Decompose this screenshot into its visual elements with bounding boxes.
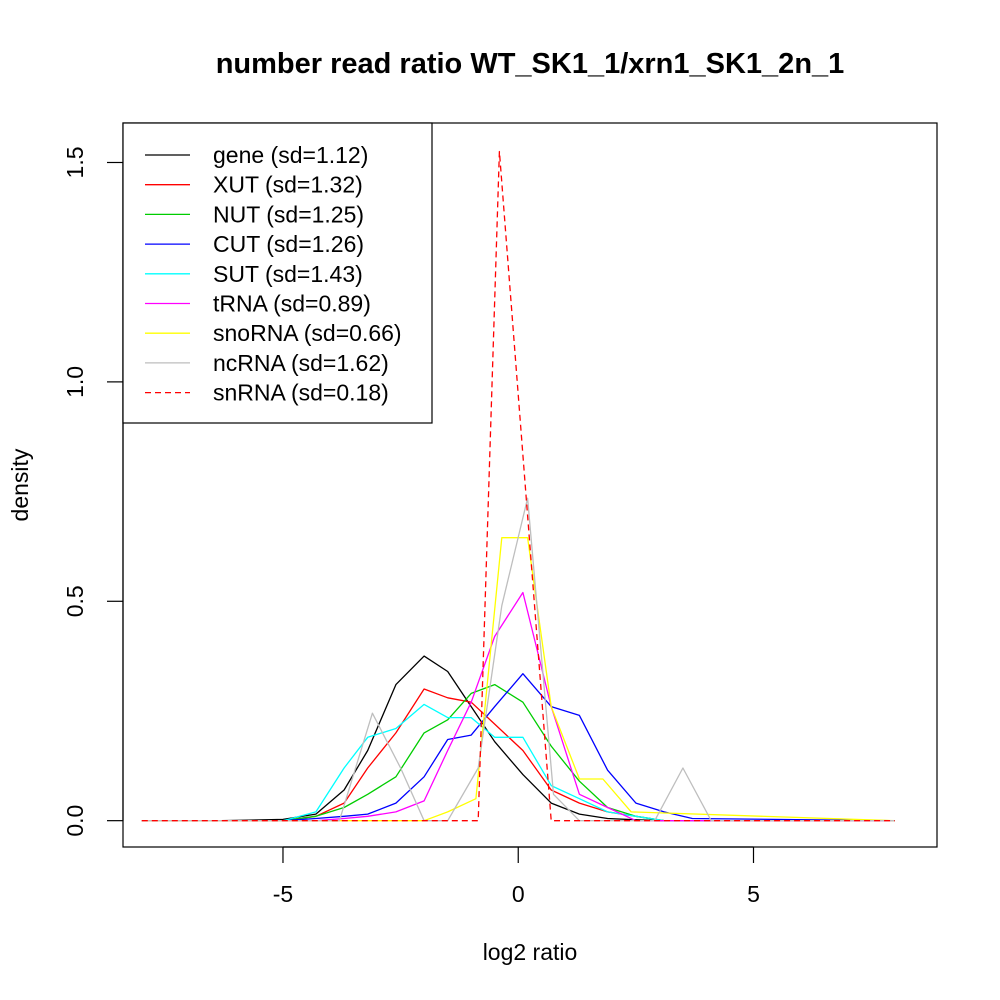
series-line-5 [141,591,895,822]
series-layer [141,150,895,822]
legend-label-6: snoRNA (sd=0.66) [213,320,402,346]
legend-label-2: NUT (sd=1.25) [213,201,364,227]
legend-label-1: XUT (sd=1.32) [213,172,363,198]
y-tick-label: 1.5 [62,146,88,178]
x-tick-label: -5 [273,881,293,907]
legend-box [122,122,433,424]
y-tick-label: 1.0 [62,366,88,398]
series-line-2 [141,683,895,822]
y-axis: 0.0 0.5 1.0 1.5 [62,146,124,837]
legend-label-5: tRNA (sd=0.89) [213,291,371,317]
x-axis: -5 0 5 [273,846,760,907]
series-line-0 [141,655,895,822]
legend-label-4: SUT (sd=1.43) [213,261,363,287]
series-line-6 [141,537,895,822]
x-tick-label: 0 [512,881,525,907]
series-line-4 [141,703,895,822]
legend: gene (sd=1.12) XUT (sd=1.32) NUT (sd=1.25)… [122,122,433,424]
legend-label-0: gene (sd=1.12) [213,142,368,168]
series-line-8 [141,150,895,822]
series-line-3 [141,673,895,822]
x-axis-label: log2 ratio [483,939,578,965]
y-tick-label: 0.0 [62,805,88,837]
legend-label-7: ncRNA (sd=1.62) [213,350,389,376]
series-line-1 [141,688,895,822]
y-tick-label: 0.5 [62,585,88,617]
chart-title: number read ratio WT_SK1_1/xrn1_SK1_2n_1 [216,48,845,80]
x-tick-label: 5 [747,881,760,907]
y-axis-label: density [7,448,33,521]
series-line-7 [141,497,895,822]
legend-label-3: CUT (sd=1.26) [213,231,364,257]
legend-label-8: snRNA (sd=0.18) [213,380,389,406]
